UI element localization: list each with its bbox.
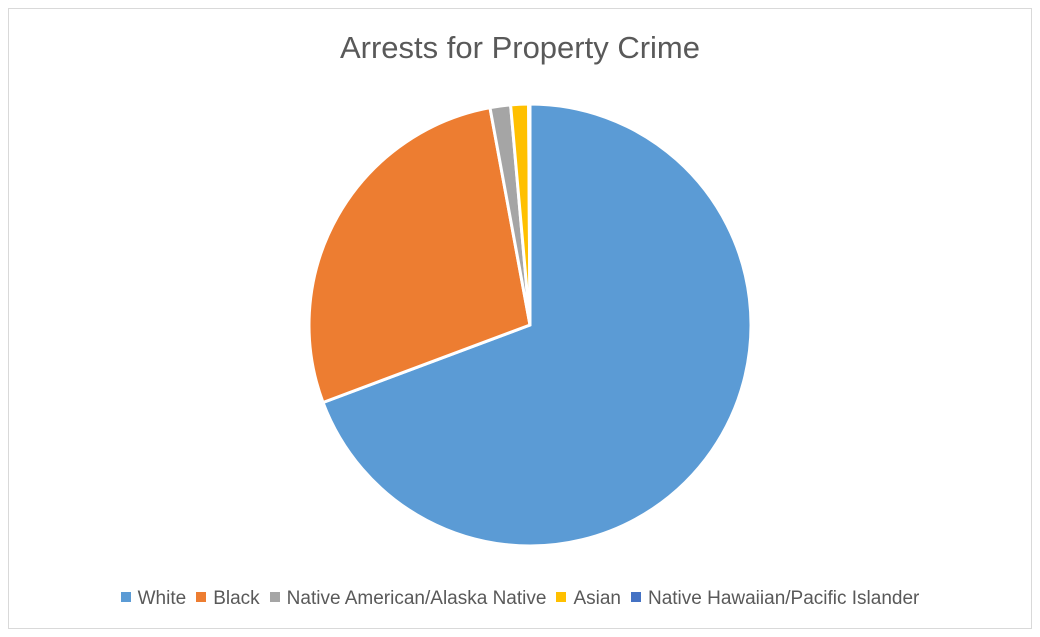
legend-label: Native American/Alaska Native [286,588,547,609]
chart-title: Arrests for Property Crime [339,30,700,65]
pie-slice-black [307,106,532,404]
legend-item: Native American/Alaska Native [269,588,547,610]
pie-slice-native-hawaiian-pacific-islander [527,102,532,327]
legend-label: Native Hawaiian/Pacific Islander [647,588,920,609]
legend: White Black Native American/Alaska Native A… [0,588,1040,610]
legend-label: Asian [573,588,621,609]
legend-swatch [630,592,641,602]
legend-item: White [120,588,187,610]
legend-item: Black [196,588,260,610]
legend-swatch [120,592,131,602]
legend-label: Black [213,588,260,609]
legend-item: Asian [556,588,621,610]
legend-swatch [556,592,567,602]
pie-slice-white [321,102,753,548]
legend-swatch [269,592,280,602]
legend-item: Native Hawaiian/Pacific Islander [630,588,920,610]
legend-swatch [196,592,207,602]
legend-label: White [137,588,187,609]
